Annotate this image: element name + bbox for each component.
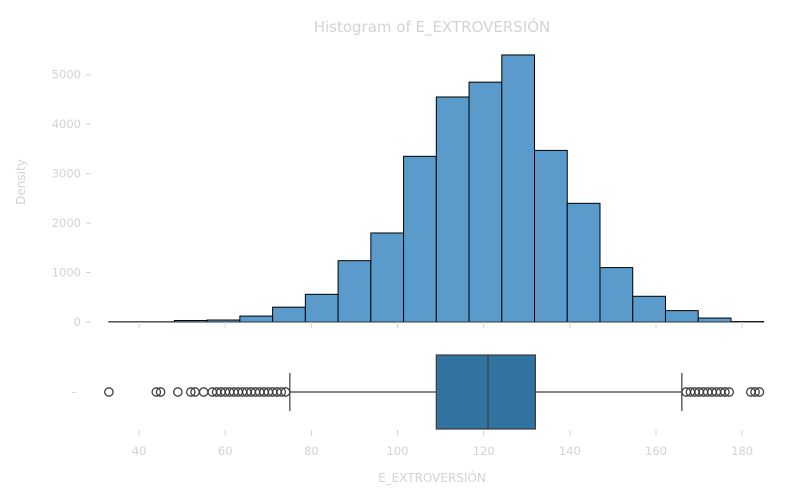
histogram-bar (697, 317, 732, 323)
histogram-bar (435, 96, 470, 323)
x-axis-label: E_EXTROVERSIÓN (378, 470, 486, 485)
histogram-bar (468, 81, 503, 323)
y-tick-label: 3000 (52, 167, 81, 181)
y-axis-label: Density (14, 159, 28, 205)
interquartile-box (435, 354, 536, 430)
histogram-bar (272, 306, 306, 323)
histogram-bar (632, 295, 666, 323)
histogram-bar (566, 202, 601, 323)
histogram-bar (304, 293, 339, 323)
x-tick-label: 40 (132, 444, 147, 458)
histogram-bar (403, 155, 437, 323)
outlier-point (155, 387, 166, 397)
outlier-point (720, 387, 730, 397)
outlier-point (724, 387, 735, 397)
x-tick-label: 100 (387, 444, 409, 458)
histogram-bar (664, 310, 699, 323)
y-axis-ticks: 0 1000 2000 3000 4000 5000 (52, 68, 91, 329)
outlier-point (198, 387, 209, 397)
histogram-bar (534, 149, 568, 323)
x-axis-ticks: 40 60 80 100 120 140 160 180 (132, 322, 753, 458)
x-tick-label: 180 (731, 444, 753, 458)
histogram-bar (239, 315, 274, 323)
boxplot-y-tick: – (71, 385, 77, 399)
y-tick-label: 4000 (52, 117, 81, 131)
y-tick-label: 1000 (52, 266, 81, 280)
y-tick-label: 5000 (52, 68, 81, 82)
histogram-bar (337, 260, 372, 323)
x-tick-label: 60 (218, 444, 233, 458)
histogram-bars (108, 54, 765, 323)
x-tick-label: 140 (559, 444, 581, 458)
outlier-point (754, 387, 765, 397)
x-tick-label: 120 (473, 444, 495, 458)
outlier-point (280, 387, 291, 397)
boxplot: – (71, 354, 765, 430)
x-tick-label: 160 (645, 444, 667, 458)
outlier-point (750, 387, 760, 397)
histogram-bar (501, 54, 536, 323)
outlier-point (151, 387, 162, 397)
x-tick-label: 80 (304, 444, 319, 458)
histogram-bar (599, 267, 634, 323)
outlier-point (185, 387, 196, 397)
outlier-point (172, 387, 183, 397)
outlier-point (104, 387, 114, 397)
y-tick-label: 0 (74, 315, 81, 329)
outlier-point (276, 387, 287, 397)
histogram-bar (370, 232, 405, 323)
y-tick-label: 2000 (52, 216, 81, 230)
chart-title: Histogram of E_EXTROVERSIÓN (314, 17, 551, 37)
